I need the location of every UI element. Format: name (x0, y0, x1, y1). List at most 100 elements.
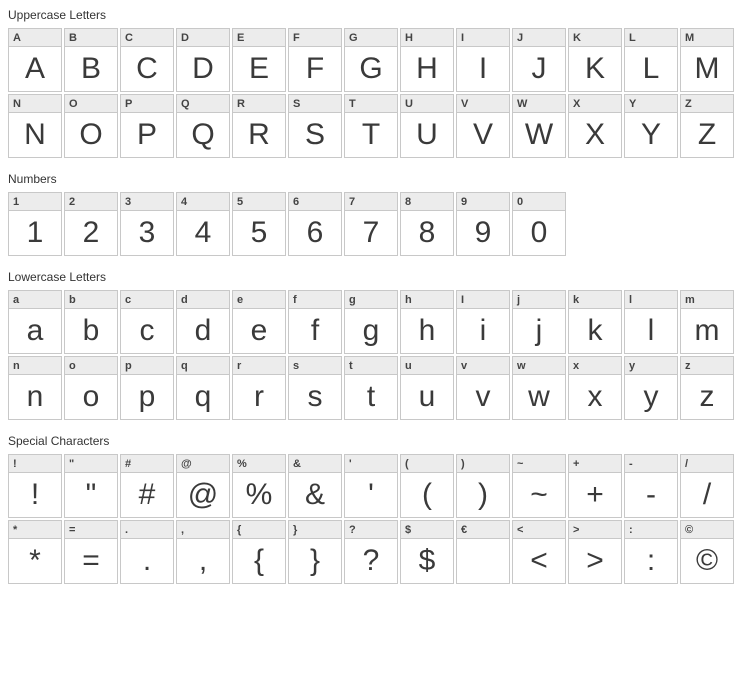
glyph-label: ' (345, 455, 397, 473)
glyph-cell: -- (624, 454, 678, 518)
glyph-display: r (233, 375, 285, 419)
glyph-cell: 99 (456, 192, 510, 256)
glyph-display: c (121, 309, 173, 353)
glyph-label: z (681, 357, 733, 375)
glyph-display: ) (457, 473, 509, 517)
glyph-grid: AABBCCDDEEFFGGHHIIJJKKLLMMNNOOPPQQRRSSTT… (8, 28, 740, 158)
glyph-display: H (401, 47, 453, 91)
glyph-label: y (625, 357, 677, 375)
glyph-display: I (457, 47, 509, 91)
glyph-cell: .. (120, 520, 174, 584)
glyph-label: c (121, 291, 173, 309)
glyph-cell: UU (400, 94, 454, 158)
glyph-label: ? (345, 521, 397, 539)
glyph-cell: dd (176, 290, 230, 354)
glyph-cell: GG (344, 28, 398, 92)
glyph-cell: ww (512, 356, 566, 420)
glyph-label: $ (401, 521, 453, 539)
glyph-display: C (121, 47, 173, 91)
glyph-display: j (513, 309, 565, 353)
glyph-label: j (513, 291, 565, 309)
glyph-cell: ee (232, 290, 286, 354)
glyph-cell: KK (568, 28, 622, 92)
glyph-display: * (9, 539, 61, 583)
glyph-cell: ~~ (512, 454, 566, 518)
glyph-cell: kk (568, 290, 622, 354)
glyph-label: & (289, 455, 341, 473)
glyph-label: u (401, 357, 453, 375)
glyph-display: ~ (513, 473, 565, 517)
glyph-display: y (625, 375, 677, 419)
glyph-label: € (457, 521, 509, 539)
glyph-cell: // (680, 454, 734, 518)
glyph-label: l (625, 291, 677, 309)
section: Lowercase LettersaabbccddeeffgghhIijjkkl… (8, 270, 740, 420)
glyph-label: + (569, 455, 621, 473)
glyph-display: { (233, 539, 285, 583)
glyph-display: V (457, 113, 509, 157)
glyph-cell: BB (64, 28, 118, 92)
glyph-display: s (289, 375, 341, 419)
glyph-cell: 77 (344, 192, 398, 256)
glyph-label: M (681, 29, 733, 47)
glyph-cell: 44 (176, 192, 230, 256)
glyph-cell: && (288, 454, 342, 518)
glyph-label: B (65, 29, 117, 47)
glyph-grid: !!""##@@%%&&''(())~~++--//**==..,,{{}}??… (8, 454, 740, 584)
glyph-cell: PP (120, 94, 174, 158)
glyph-display: S (289, 113, 341, 157)
glyph-label: s (289, 357, 341, 375)
glyph-display: X (569, 113, 621, 157)
glyph-label: e (233, 291, 285, 309)
glyph-display: # (121, 473, 173, 517)
glyph-display: P (121, 113, 173, 157)
glyph-cell: HH (400, 28, 454, 92)
glyph-cell: ©© (680, 520, 734, 584)
glyph-label: L (625, 29, 677, 47)
glyph-cell: nn (8, 356, 62, 420)
glyph-cell: {{ (232, 520, 286, 584)
glyph-display: w (513, 375, 565, 419)
glyph-cell: LL (624, 28, 678, 92)
glyph-display: . (121, 539, 173, 583)
glyph-cell: Ii (456, 290, 510, 354)
glyph-label: * (9, 521, 61, 539)
glyph-display: L (625, 47, 677, 91)
glyph-display: Z (681, 113, 733, 157)
glyph-cell: 11 (8, 192, 62, 256)
glyph-display: M (681, 47, 733, 91)
glyph-label: ( (401, 455, 453, 473)
glyph-display: q (177, 375, 229, 419)
glyph-display: > (569, 539, 621, 583)
glyph-display: U (401, 113, 453, 157)
glyph-cell: QQ (176, 94, 230, 158)
glyph-cell: @@ (176, 454, 230, 518)
glyph-display: l (625, 309, 677, 353)
glyph-display: @ (177, 473, 229, 517)
glyph-display: ' (345, 473, 397, 517)
glyph-display: g (345, 309, 397, 353)
glyph-cell: bb (64, 290, 118, 354)
glyph-display: 2 (65, 211, 117, 255)
glyph-cell: AA (8, 28, 62, 92)
glyph-display: 3 (121, 211, 173, 255)
glyph-cell: mm (680, 290, 734, 354)
glyph-cell: aa (8, 290, 62, 354)
glyph-display: " (65, 473, 117, 517)
glyph-label: o (65, 357, 117, 375)
glyph-label: 1 (9, 193, 61, 211)
glyph-display: z (681, 375, 733, 419)
glyph-cell: qq (176, 356, 230, 420)
glyph-label: X (569, 95, 621, 113)
section-title: Uppercase Letters (8, 8, 740, 22)
glyph-label: q (177, 357, 229, 375)
glyph-label: = (65, 521, 117, 539)
section-title: Special Characters (8, 434, 740, 448)
glyph-display: $ (401, 539, 453, 583)
glyph-cell: yy (624, 356, 678, 420)
glyph-label: I (457, 291, 509, 309)
section-title: Numbers (8, 172, 740, 186)
glyph-label: ~ (513, 455, 565, 473)
glyph-display: < (513, 539, 565, 583)
glyph-display: T (345, 113, 397, 157)
